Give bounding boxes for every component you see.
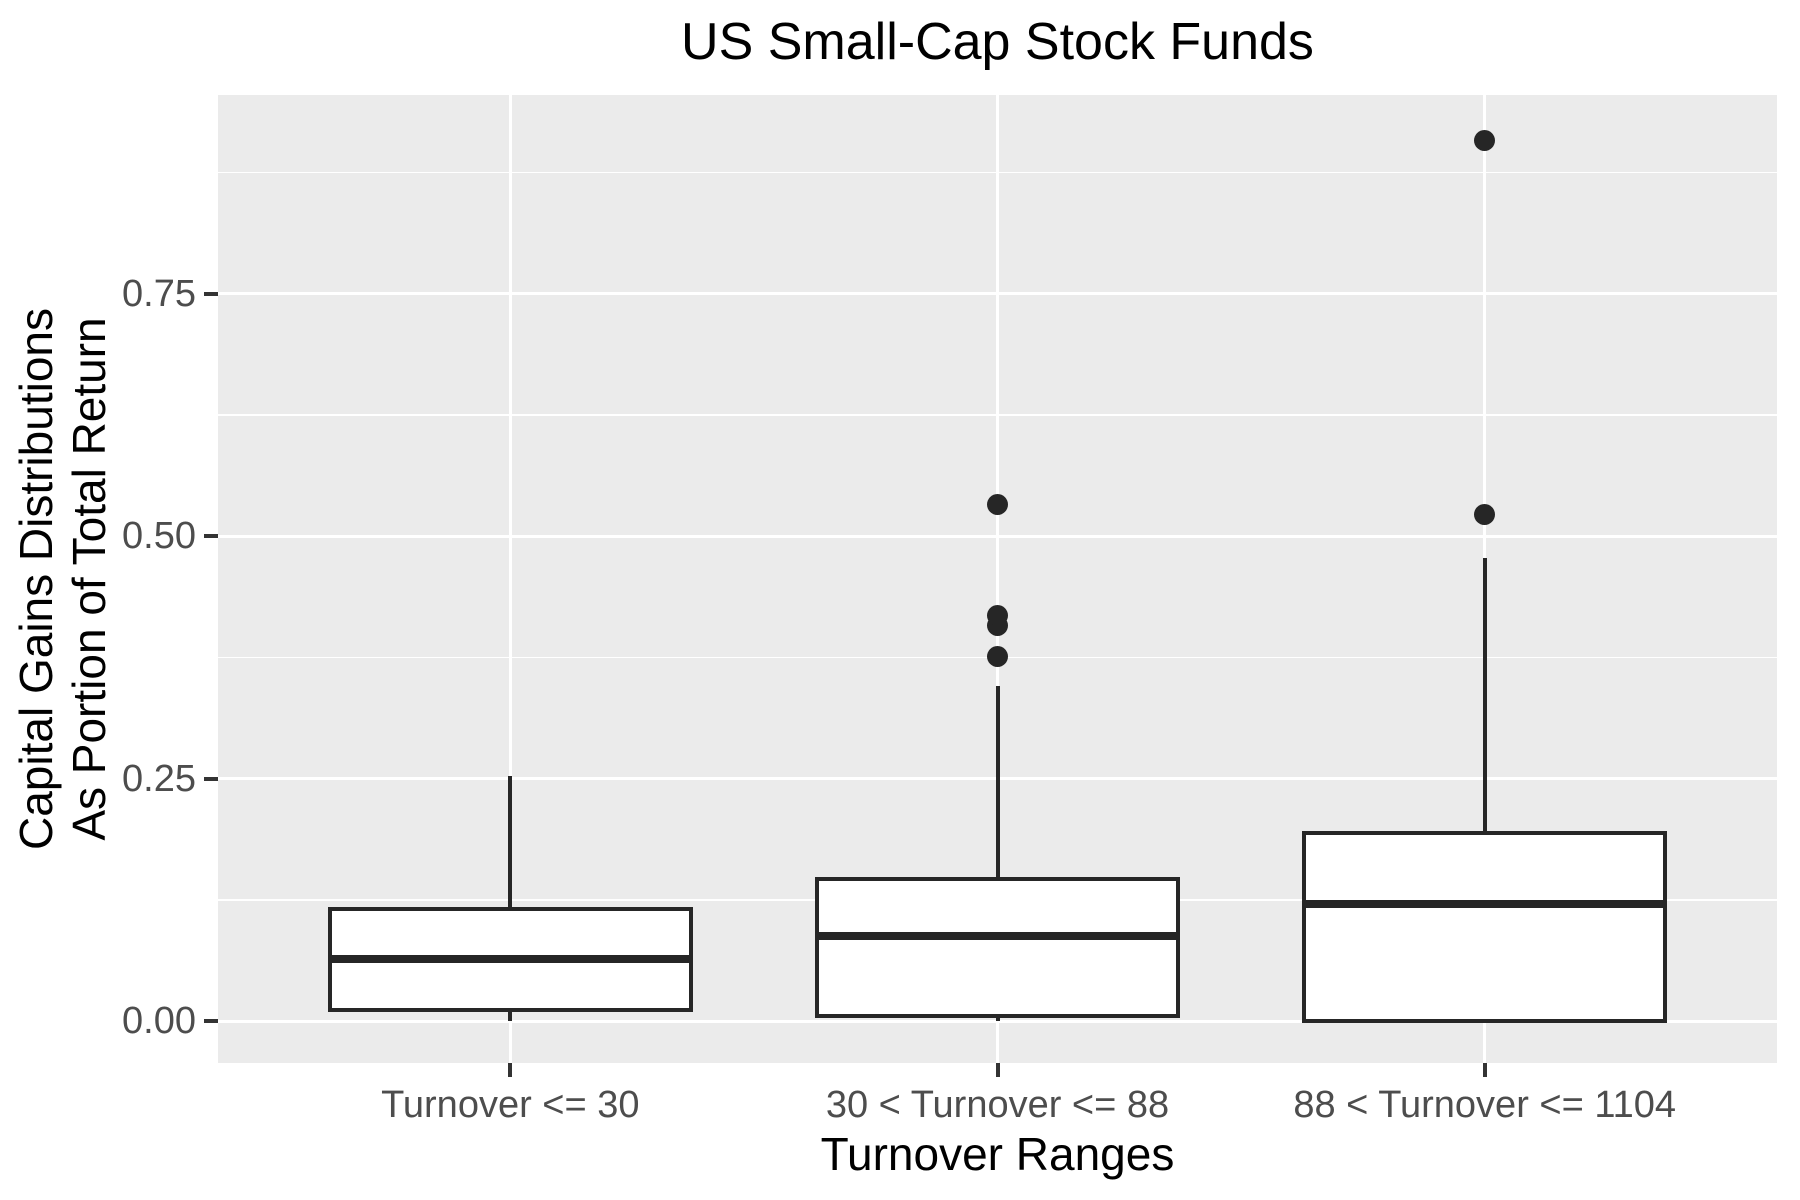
outlier-point xyxy=(987,646,1008,668)
y-axis-title-line-2: As Portion of Total Return xyxy=(63,317,115,841)
x-axis-tick xyxy=(1482,1063,1487,1077)
x-axis-tick xyxy=(508,1063,513,1077)
outlier-point xyxy=(1474,130,1496,152)
y-axis-title: Capital Gains Distributions As Portion o… xyxy=(10,95,120,1063)
x-tick-label: 88 < Turnover <= 1104 xyxy=(1293,1084,1677,1126)
boxplot-median xyxy=(814,931,1181,940)
y-tick-label: 0.50 xyxy=(122,515,196,558)
boxplot-box xyxy=(1301,831,1668,1024)
outlier-point xyxy=(987,493,1008,515)
boxplot-box xyxy=(814,876,1181,1019)
outlier-point xyxy=(1474,504,1496,526)
y-axis-title-line-1: Capital Gains Distributions xyxy=(10,308,62,851)
gridline-major-x xyxy=(508,95,512,1063)
gridline-major-x xyxy=(996,95,999,1063)
y-axis-tick xyxy=(204,534,218,539)
boxplot-median xyxy=(327,955,693,964)
boxplot-lower-whisker xyxy=(995,1016,1000,1022)
y-tick-label: 0.75 xyxy=(122,272,196,315)
x-tick-label: Turnover <= 30 xyxy=(381,1084,640,1126)
boxplot-upper-whisker xyxy=(508,775,513,909)
boxplot-lower-whisker xyxy=(508,1009,513,1022)
y-tick-label: 0.00 xyxy=(122,1000,196,1043)
y-axis-tick xyxy=(204,291,218,296)
y-tick-label: 0.25 xyxy=(122,757,196,800)
plot-panel xyxy=(218,95,1777,1063)
y-axis-tick xyxy=(204,776,218,781)
boxplot-upper-whisker xyxy=(995,685,1000,879)
y-axis-tick xyxy=(204,1019,218,1024)
x-tick-label: 30 < Turnover <= 88 xyxy=(825,1084,1170,1126)
chart-title: US Small-Cap Stock Funds xyxy=(681,13,1314,71)
boxplot-median xyxy=(1301,899,1668,908)
boxplot-upper-whisker xyxy=(1482,557,1487,834)
x-axis-title: Turnover Ranges xyxy=(820,1128,1175,1180)
x-axis-tick xyxy=(995,1063,1000,1077)
outlier-point xyxy=(987,605,1008,627)
